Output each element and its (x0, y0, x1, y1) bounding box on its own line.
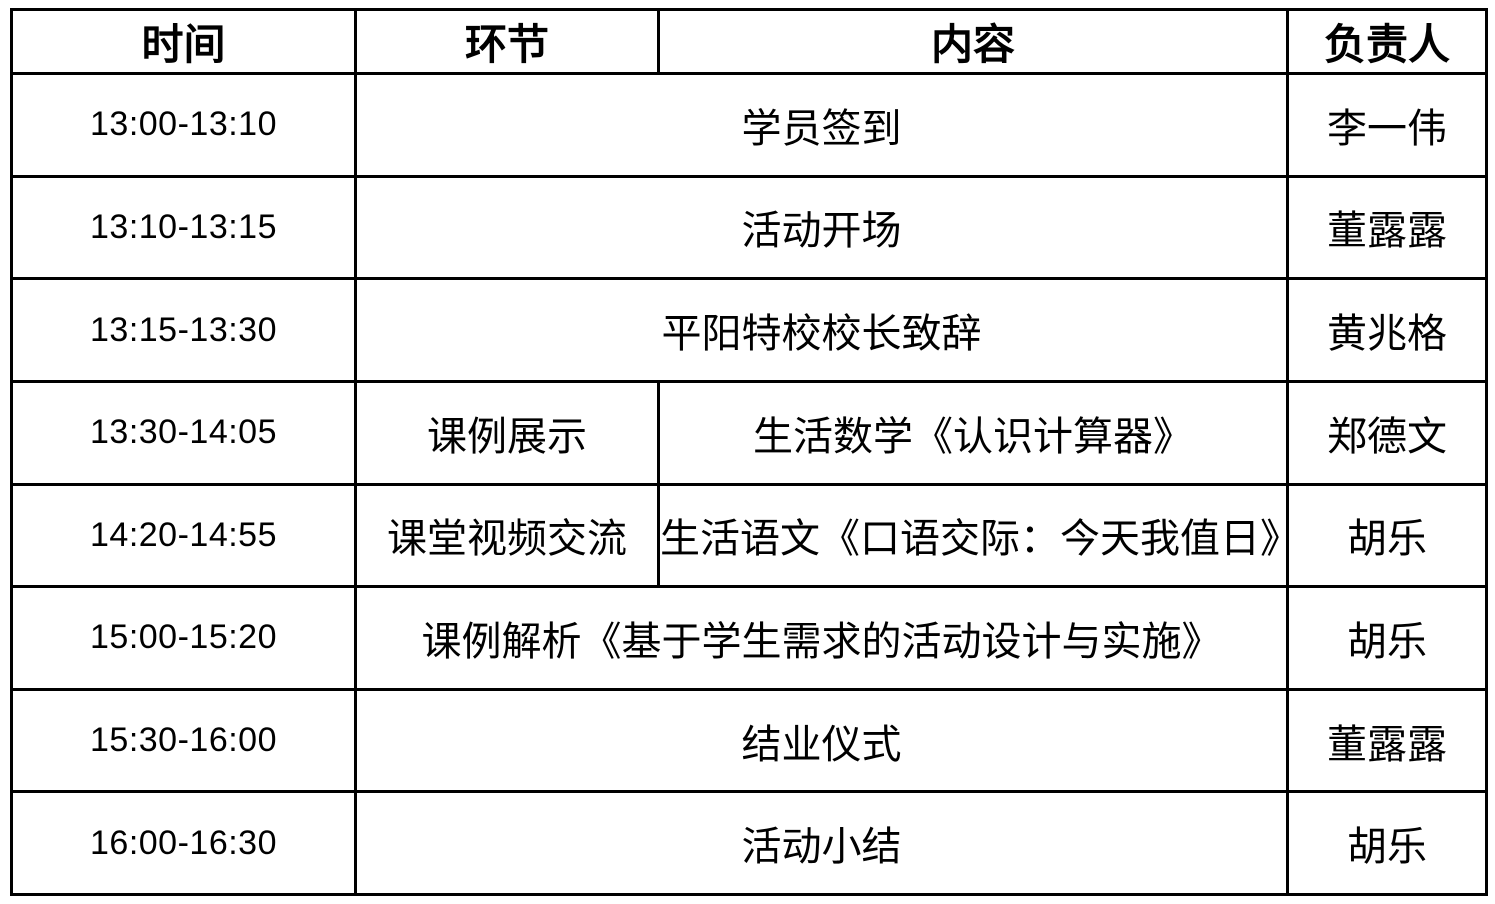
owner-cell: 董露露 (1286, 174, 1488, 281)
header-time: 时间 (10, 8, 357, 75)
time-cell: 15:30-16:00 (10, 687, 357, 794)
time-cell: 13:00-13:10 (10, 72, 357, 178)
segment-cell: 课堂视频交流 (354, 482, 660, 589)
table-row: 15:30-16:00 结业仪式 董露露 (10, 687, 1488, 794)
schedule-table: 时间 环节 内容 负责人 13:00-13:10 学员签到 李一伟 13:10-13:… (10, 8, 1488, 896)
table-row: 16:00-16:30 活动小结 胡乐 (10, 790, 1488, 896)
owner-cell: 胡乐 (1286, 585, 1488, 691)
content-cell: 课例解析《基于学生需求的活动设计与实施》 (354, 585, 1289, 691)
content-cell: 活动开场 (354, 174, 1289, 281)
time-cell: 13:10-13:15 (10, 174, 357, 281)
owner-cell: 黄兆格 (1286, 277, 1488, 383)
owner-cell: 董露露 (1286, 687, 1488, 794)
owner-cell: 胡乐 (1286, 482, 1488, 589)
owner-cell: 胡乐 (1286, 790, 1488, 896)
segment-cell: 课例展示 (354, 379, 660, 486)
content-cell: 学员签到 (354, 72, 1289, 178)
time-cell: 13:15-13:30 (10, 277, 357, 383)
content-cell: 结业仪式 (354, 687, 1289, 794)
header-content: 内容 (657, 8, 1289, 75)
table-row: 13:15-13:30 平阳特校校长致辞 黄兆格 (10, 277, 1488, 383)
table-row: 14:20-14:55 课堂视频交流 生活语文《口语交际：今天我值日》 胡乐 (10, 482, 1488, 589)
time-cell: 14:20-14:55 (10, 482, 357, 589)
content-cell: 活动小结 (354, 790, 1289, 896)
table-row: 13:00-13:10 学员签到 李一伟 (10, 72, 1488, 178)
time-cell: 13:30-14:05 (10, 379, 357, 486)
table-row: 15:00-15:20 课例解析《基于学生需求的活动设计与实施》 胡乐 (10, 585, 1488, 691)
owner-cell: 李一伟 (1286, 72, 1488, 178)
content-cell: 生活语文《口语交际：今天我值日》 (657, 482, 1289, 589)
header-row: 时间 环节 内容 负责人 (10, 8, 1488, 75)
content-cell: 平阳特校校长致辞 (354, 277, 1289, 383)
table-row: 13:10-13:15 活动开场 董露露 (10, 174, 1488, 281)
owner-cell: 郑德文 (1286, 379, 1488, 486)
content-cell: 生活数学《认识计算器》 (657, 379, 1289, 486)
table-row: 13:30-14:05 课例展示 生活数学《认识计算器》 郑德文 (10, 379, 1488, 486)
time-cell: 15:00-15:20 (10, 585, 357, 691)
header-segment: 环节 (354, 8, 660, 75)
header-owner: 负责人 (1286, 8, 1488, 75)
time-cell: 16:00-16:30 (10, 790, 357, 896)
